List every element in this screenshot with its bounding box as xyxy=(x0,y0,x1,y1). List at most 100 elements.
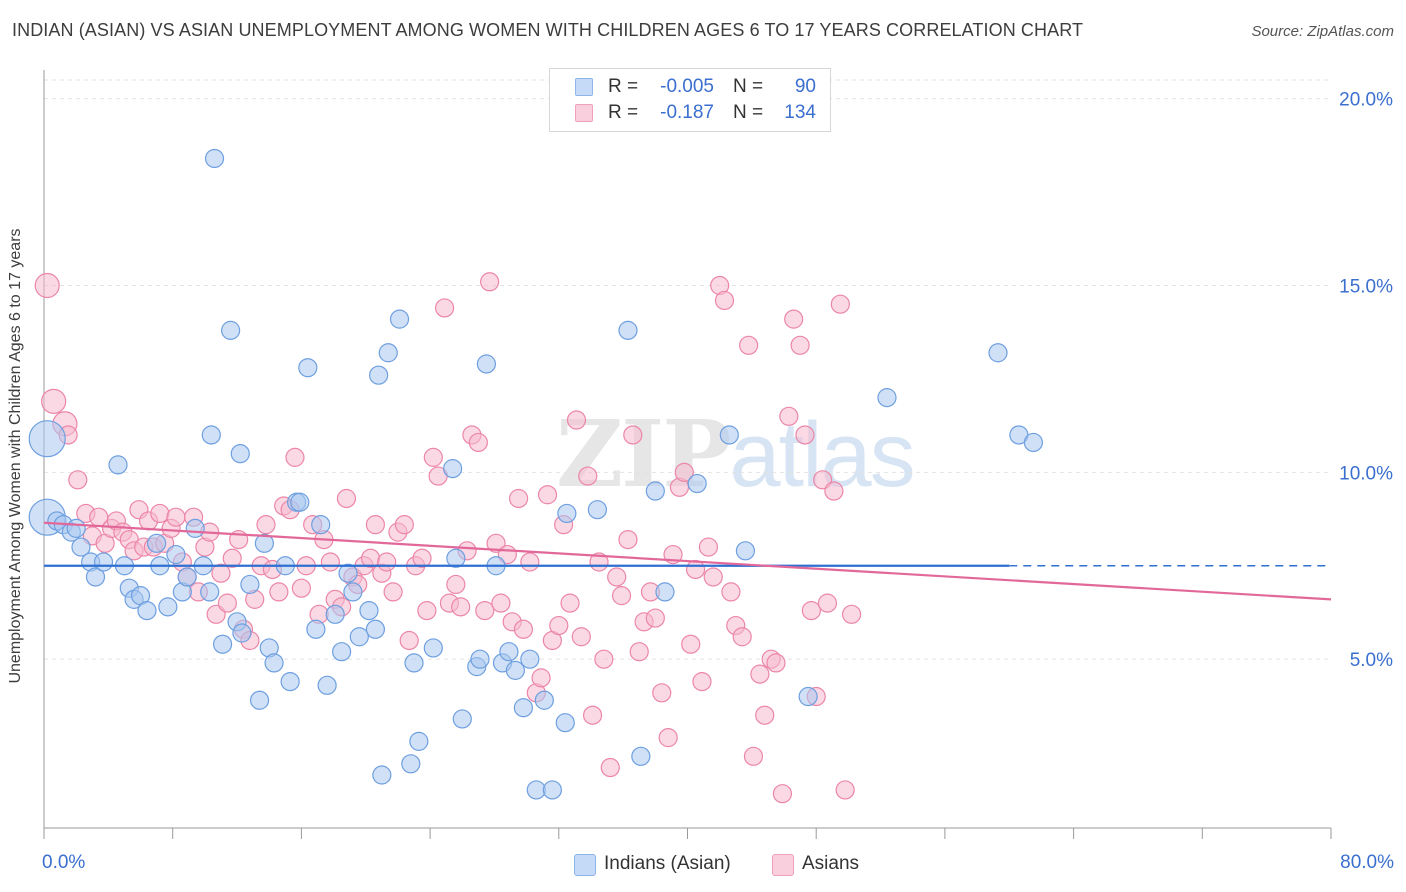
point-indians-asian xyxy=(369,365,389,385)
point-asians xyxy=(285,447,305,467)
legend-n-value: 90 xyxy=(794,76,816,97)
point-indians-asian xyxy=(230,444,250,464)
point-asians xyxy=(256,515,276,535)
point-indians-asian xyxy=(476,354,497,374)
point-indians-asian xyxy=(137,600,157,621)
point-asians xyxy=(611,586,632,606)
point-indians-asian xyxy=(401,754,421,774)
y-tick-label: 5.0% xyxy=(1350,650,1393,671)
point-indians-asian xyxy=(645,481,665,501)
point-asians xyxy=(739,335,759,355)
point-asians xyxy=(434,298,455,318)
point-asians xyxy=(824,481,844,501)
point-indians-asian xyxy=(200,582,220,602)
point-indians-asian xyxy=(306,619,326,639)
point-asians xyxy=(34,272,60,299)
point-asians xyxy=(600,757,620,778)
point-indians-asian xyxy=(280,671,300,692)
point-asians xyxy=(412,548,432,568)
point-indians-asian xyxy=(359,600,379,621)
point-asians xyxy=(607,567,627,587)
point-indians-asian xyxy=(147,533,167,553)
point-asians xyxy=(217,593,237,613)
series-legend-label: Indians (Asian) xyxy=(604,853,731,874)
point-asians xyxy=(658,728,678,748)
point-indians-asian xyxy=(338,563,358,583)
point-asians xyxy=(721,582,741,602)
source-credit: Source: ZipAtlas.com xyxy=(1251,23,1394,40)
y-tick-label: 15.0% xyxy=(1339,277,1393,298)
point-indians-asian xyxy=(185,518,205,538)
point-indians-asian xyxy=(526,780,546,800)
point-indians-asian xyxy=(298,358,318,378)
point-asians xyxy=(336,488,357,509)
point-asians xyxy=(377,552,397,572)
point-indians-asian xyxy=(343,582,363,602)
point-indians-asian xyxy=(158,597,178,617)
trend-lines xyxy=(43,521,1332,601)
point-indians-asian xyxy=(204,148,225,169)
legend-swatch-pink xyxy=(575,104,593,122)
point-indians-asian xyxy=(542,780,562,800)
point-indians-asian xyxy=(201,425,221,445)
series-legend: Indians (Asian) Asians xyxy=(0,852,1406,878)
point-indians-asian xyxy=(264,653,284,673)
point-asians xyxy=(451,597,471,617)
point-indians-asian xyxy=(325,604,345,624)
point-indians-asian xyxy=(290,492,310,512)
point-asians xyxy=(835,780,855,800)
point-indians-asian xyxy=(221,320,241,340)
point-asians xyxy=(446,574,466,595)
point-asians xyxy=(801,600,821,621)
x-axis-min-label: 0.0% xyxy=(42,852,86,873)
point-indians-asian xyxy=(446,548,466,568)
point-indians-asian xyxy=(212,634,233,654)
point-asians xyxy=(360,548,381,568)
point-asians xyxy=(772,784,793,804)
point-indians-asian xyxy=(372,765,392,785)
point-asians xyxy=(674,462,694,482)
point-indians-asian xyxy=(349,627,369,647)
point-asians xyxy=(41,388,67,414)
point-indians-asian xyxy=(93,552,114,572)
legend-r-label: R = xyxy=(608,102,639,123)
legend-swatch-blue xyxy=(575,78,593,96)
point-indians-asian xyxy=(423,638,443,658)
point-asians xyxy=(692,671,712,692)
trend-line-asians xyxy=(43,521,1332,601)
point-asians xyxy=(468,432,488,453)
point-asians xyxy=(743,746,764,766)
point-asians xyxy=(508,488,529,509)
point-asians xyxy=(269,582,289,602)
point-asians xyxy=(291,578,311,598)
point-asians xyxy=(582,705,603,725)
legend-row-indians-asian: R = -0.005 N = 90 xyxy=(550,74,830,100)
point-indians-asian xyxy=(378,343,398,363)
point-asians xyxy=(491,593,511,613)
point-indians-asian xyxy=(631,746,651,766)
point-asians xyxy=(698,537,719,557)
point-indians-asian xyxy=(166,544,186,565)
point-asians xyxy=(417,600,437,621)
point-asians xyxy=(618,529,638,550)
point-asians xyxy=(531,668,551,688)
point-indians-asian xyxy=(404,653,424,673)
point-indians-asian xyxy=(513,698,534,718)
point-asians xyxy=(779,406,799,426)
point-indians-asian xyxy=(988,343,1008,363)
point-indians-asian xyxy=(877,388,897,408)
point-indians-asian xyxy=(249,690,270,710)
point-indians-asian xyxy=(1023,432,1043,453)
legend-n-label: N = xyxy=(733,102,764,123)
point-indians-asian xyxy=(177,567,197,587)
point-indians-asian xyxy=(71,537,91,557)
legend-r-value: -0.005 xyxy=(660,76,714,97)
x-axis-max-label: 80.0% xyxy=(1340,852,1394,873)
point-asians xyxy=(566,410,587,430)
point-asians xyxy=(750,664,770,684)
point-indians-asian xyxy=(443,459,463,479)
point-asians xyxy=(817,593,838,613)
y-tick-label: 20.0% xyxy=(1339,90,1393,111)
point-asians xyxy=(755,705,775,725)
